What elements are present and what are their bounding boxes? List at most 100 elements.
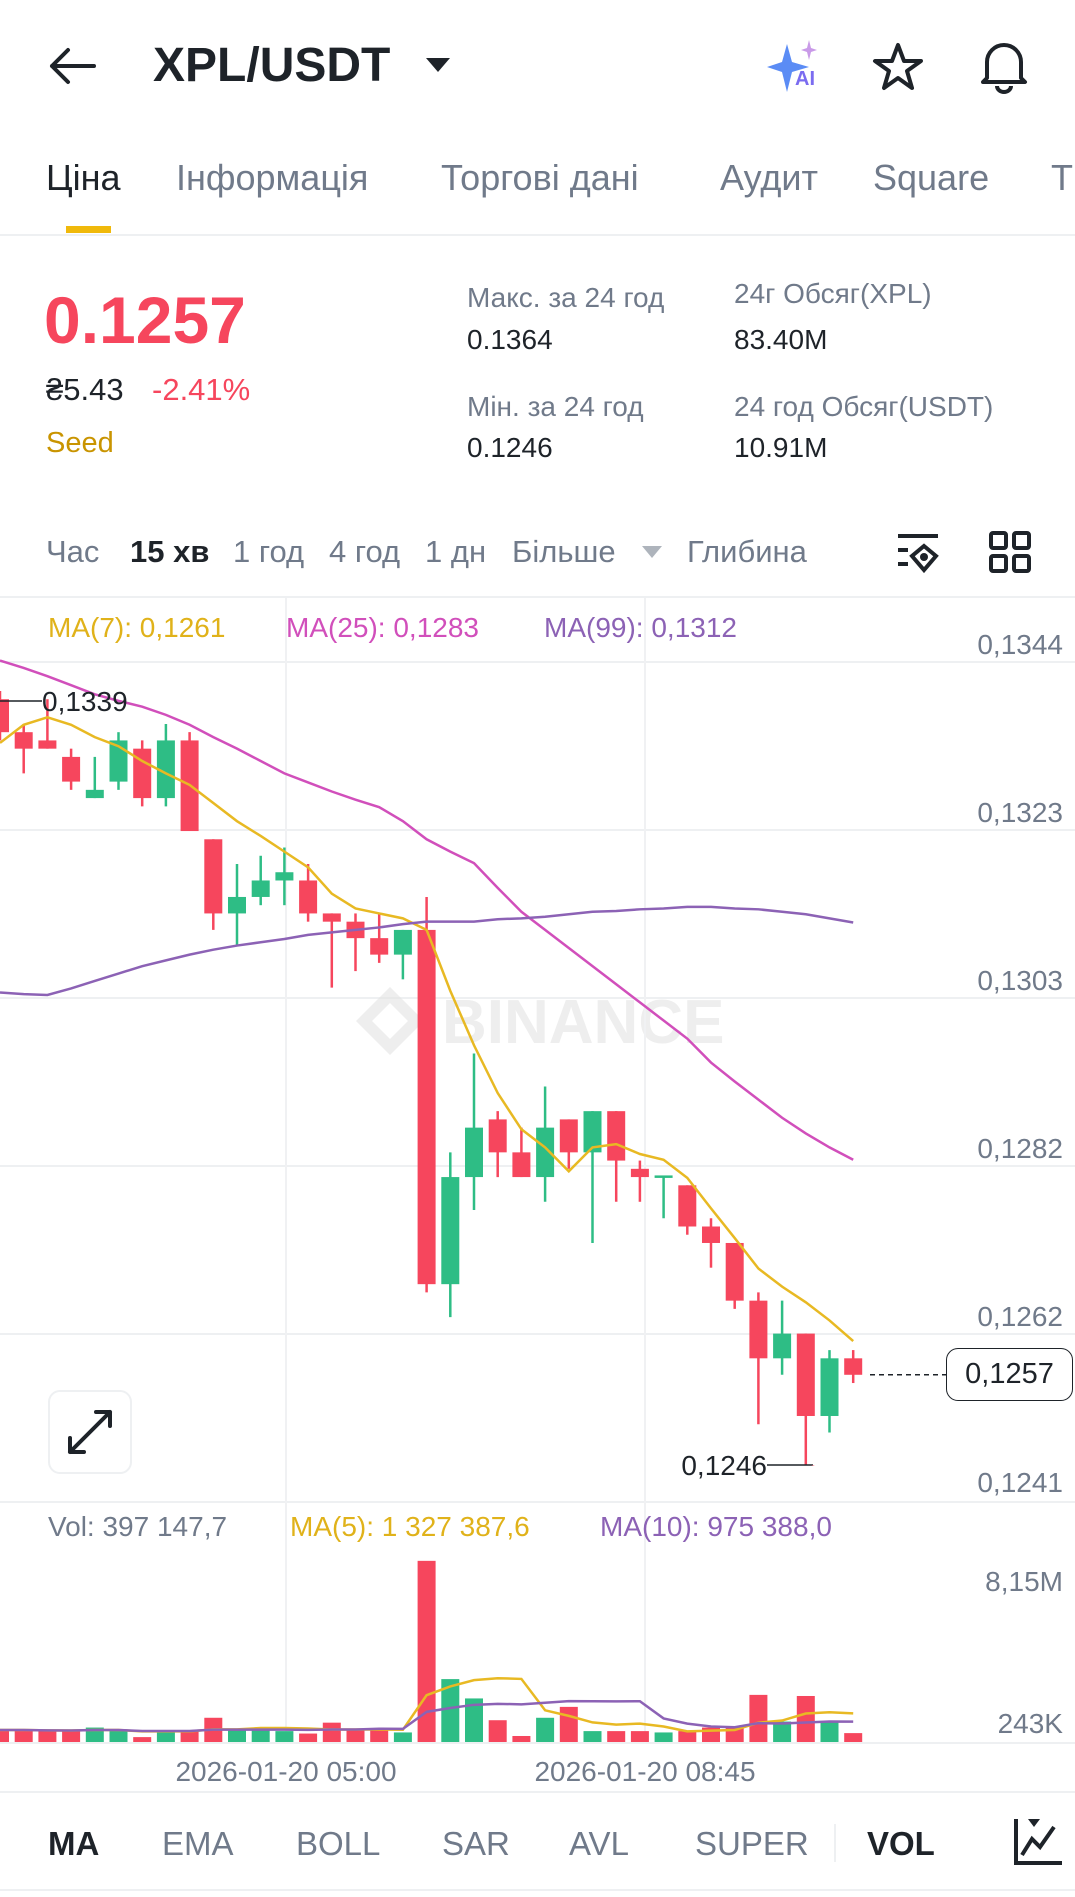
- tf-1h[interactable]: 1 год: [233, 534, 305, 569]
- high-label: Макс. за 24 год: [467, 282, 665, 313]
- binance-watermark: BINANCE: [356, 987, 724, 1057]
- candle-body: [441, 1177, 460, 1285]
- volume-bar: [322, 1722, 341, 1742]
- x-axis-label: 2026-01-20 08:45: [534, 1756, 756, 1787]
- vol-axis-label: 243K: [997, 1708, 1063, 1739]
- layout-grid-icon[interactable]: [988, 530, 1032, 574]
- tab-info[interactable]: Інформація: [176, 157, 369, 198]
- volume-bar: [251, 1729, 270, 1742]
- active-tab-indicator: [66, 226, 111, 233]
- tab-more[interactable]: T: [1051, 157, 1073, 198]
- ai-label: AI: [795, 68, 815, 90]
- volume-bar: [488, 1720, 507, 1742]
- candle-body: [299, 880, 318, 914]
- volume-bar: [14, 1729, 33, 1742]
- candle-body: [796, 1333, 815, 1416]
- indicator-ma[interactable]: MA: [48, 1825, 100, 1862]
- volume-bar: [796, 1695, 815, 1742]
- volume-bar: [559, 1706, 578, 1742]
- expand-icon: [68, 1410, 112, 1454]
- back-arrow-icon[interactable]: [48, 46, 98, 86]
- indicator-vol[interactable]: VOL: [867, 1825, 935, 1862]
- caret-down-icon[interactable]: [424, 56, 452, 74]
- price-axis-label: 0,1323: [977, 797, 1063, 828]
- volume-bar: [228, 1729, 246, 1742]
- candle-body: [204, 839, 223, 914]
- ai-sparkle-icon[interactable]: AI: [765, 38, 825, 96]
- tab-trading-data[interactable]: Торгові дані: [441, 157, 639, 198]
- price-axis-label: 0,1282: [977, 1133, 1063, 1164]
- indicator-menu-button[interactable]: [1000, 1815, 1075, 1875]
- last-price: 0.1257: [44, 283, 246, 357]
- candle-body: [725, 1242, 744, 1301]
- tab-square[interactable]: Square: [873, 157, 990, 198]
- caret-down-icon: [642, 546, 662, 558]
- candle-body: [38, 740, 57, 749]
- bell-icon[interactable]: [977, 38, 1031, 94]
- low-marker-label: 0,1246: [681, 1450, 767, 1481]
- volume-bar: [62, 1731, 81, 1742]
- tf-time[interactable]: Час: [46, 534, 100, 569]
- candle-body: [488, 1119, 507, 1153]
- candle-body: [62, 756, 81, 782]
- tab-price[interactable]: Ціна: [46, 157, 121, 198]
- volume-bar: [156, 1731, 175, 1742]
- indicator-boll[interactable]: BOLL: [296, 1825, 381, 1862]
- volume-bar: [180, 1731, 199, 1742]
- ma7-legend: MA(7): 0,1261: [48, 612, 226, 643]
- fiat-price: ₴5.43: [46, 372, 124, 407]
- indicator-avl[interactable]: AVL: [569, 1825, 629, 1862]
- tf-4h[interactable]: 4 год: [329, 534, 401, 569]
- seed-tag[interactable]: Seed: [46, 427, 114, 459]
- indicator-sar[interactable]: SAR: [442, 1825, 510, 1862]
- tf-1d[interactable]: 1 дн: [425, 534, 487, 569]
- candle-body: [844, 1358, 863, 1375]
- candle-body: [820, 1358, 839, 1416]
- volume-bar: [512, 1735, 531, 1742]
- volume-bar: [844, 1733, 863, 1742]
- indicator-ema[interactable]: EMA: [162, 1825, 234, 1862]
- x-axis-label: 2026-01-20 05:00: [175, 1756, 397, 1787]
- star-icon[interactable]: [872, 42, 924, 92]
- candle-body: [275, 872, 294, 881]
- volume-bar: [536, 1717, 555, 1742]
- volume-bar: [370, 1729, 389, 1742]
- volume-bar: [133, 1737, 152, 1742]
- candle-body: [465, 1127, 483, 1178]
- candle-body: [322, 913, 341, 922]
- candle-body: [702, 1226, 720, 1243]
- price-axis-label: 0,1241: [977, 1467, 1063, 1498]
- candle-body: [133, 748, 152, 799]
- watermark-text: BINANCE: [442, 988, 724, 1057]
- divider: [0, 596, 1075, 598]
- candle-body: [559, 1119, 578, 1153]
- vol-base-value: 83.40M: [734, 324, 828, 355]
- candle-body: [536, 1127, 555, 1178]
- separator: [834, 1824, 836, 1862]
- candle-body: [630, 1168, 649, 1178]
- low-value: 0.1246: [467, 432, 553, 463]
- price-axis-label: 0,1262: [977, 1301, 1063, 1332]
- volume-bar: [346, 1729, 365, 1742]
- volume-bar: [749, 1694, 768, 1742]
- volume-bar: [773, 1721, 792, 1742]
- volume-bar: [441, 1679, 460, 1742]
- volume-bar: [607, 1731, 626, 1742]
- indicator-chart-icon: [1014, 1819, 1062, 1865]
- fullscreen-button[interactable]: [48, 1390, 132, 1474]
- tf-depth[interactable]: Глибина: [687, 534, 807, 569]
- vol-quote-value: 10.91M: [734, 432, 828, 463]
- tf-more[interactable]: Більше: [512, 534, 616, 569]
- chart-settings-icon[interactable]: [894, 530, 942, 576]
- vol-axis-label: 8,15M: [985, 1566, 1063, 1597]
- pair-title[interactable]: XPL/USDT: [153, 39, 391, 92]
- candle-body: [654, 1175, 673, 1178]
- vol-quote-label: 24 год Обсяг(USDT): [734, 391, 994, 422]
- tf-15m[interactable]: 15 хв: [130, 534, 210, 569]
- ma7-line: [0, 716, 855, 1342]
- tab-audit[interactable]: Аудит: [720, 157, 819, 198]
- candle-body: [583, 1111, 602, 1153]
- indicator-super[interactable]: SUPER: [695, 1825, 809, 1862]
- volume-bar: [678, 1731, 697, 1742]
